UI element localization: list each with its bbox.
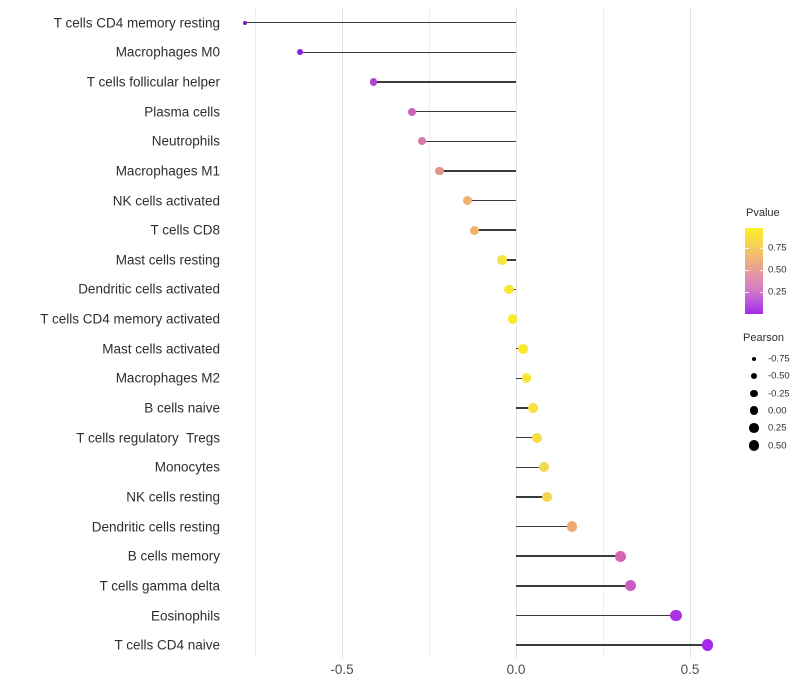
- lollipop-stem: [439, 170, 516, 172]
- lollipop-stem: [373, 81, 516, 83]
- lollipop-dot: [518, 343, 528, 354]
- x-axis-tick-label: 0.0: [506, 662, 526, 677]
- y-axis-label: T cells CD4 naive: [114, 637, 220, 653]
- colorbar-tick: [745, 248, 749, 250]
- size-legend-dot: [748, 440, 760, 451]
- size-legend-dot: [749, 406, 759, 416]
- colorbar-tick: [759, 248, 763, 250]
- y-axis-label: Monocytes: [154, 459, 220, 475]
- gridline-major: [516, 8, 517, 658]
- y-axis-label: T cells gamma delta: [99, 578, 220, 594]
- lollipop-stem: [244, 21, 516, 24]
- pvalue-legend-title: Pvalue: [746, 207, 780, 219]
- lollipop-stem: [502, 259, 516, 261]
- lollipop-dot: [297, 49, 304, 56]
- colorbar-tick: [759, 270, 763, 272]
- y-axis-label: Macrophages M1: [115, 163, 220, 179]
- lollipop-dot: [507, 314, 518, 324]
- lollipop-dot: [504, 284, 514, 295]
- y-axis-label: T cells CD8: [150, 222, 220, 238]
- y-axis-label: T cells follicular helper: [86, 74, 220, 90]
- colorbar-tick-label: 0.25: [768, 286, 787, 298]
- size-legend-label: -0.50: [768, 370, 790, 382]
- y-axis-label: Mast cells resting: [115, 252, 220, 268]
- y-axis-label: T cells CD4 memory activated: [40, 311, 220, 327]
- lollipop-dot: [407, 107, 416, 116]
- lollipop-stem: [516, 466, 544, 469]
- lollipop-stem: [467, 199, 516, 202]
- lollipop-dot: [614, 550, 626, 562]
- y-axis-label: Macrophages M2: [115, 370, 220, 386]
- gridline-minor: [603, 8, 604, 658]
- lollipop-stem: [516, 436, 537, 439]
- lollipop-stem: [516, 525, 572, 528]
- y-axis-label: B cells naive: [144, 400, 220, 416]
- lollipop-dot: [462, 196, 472, 206]
- y-axis-label: Neutrophils: [151, 133, 220, 149]
- lollipop-stem: [516, 555, 621, 557]
- size-legend-label: 0.50: [768, 440, 787, 451]
- lollipop-stem: [516, 614, 677, 617]
- lollipop-dot: [531, 432, 542, 443]
- lollipop-stem: [411, 110, 516, 113]
- lollipop-dot: [242, 20, 247, 25]
- y-axis-label: NK cells resting: [126, 489, 220, 505]
- gridline-minor: [255, 8, 256, 658]
- lollipop-dot: [521, 373, 532, 384]
- lollipop-dot: [625, 580, 637, 592]
- size-legend-dot: [749, 423, 759, 434]
- colorbar-tick-label: 0.75: [768, 242, 787, 254]
- size-legend-label: 0.00: [768, 405, 787, 417]
- lollipop-stem: [516, 407, 534, 409]
- lollipop-dot: [369, 78, 378, 86]
- lollipop-stem: [300, 51, 516, 54]
- size-legend-dot: [750, 373, 758, 380]
- y-axis-label: Mast cells activated: [102, 341, 220, 357]
- size-legend-label: -0.25: [768, 388, 790, 400]
- lollipop-stem: [516, 644, 708, 646]
- y-axis-label: NK cells activated: [112, 193, 220, 209]
- pearson-legend-title: Pearson: [743, 332, 784, 344]
- colorbar-tick: [759, 292, 763, 294]
- lollipop-dot: [528, 403, 539, 413]
- y-axis-label: T cells CD4 memory resting: [53, 15, 220, 31]
- lollipop-stem: [516, 377, 527, 380]
- gridline-major: [690, 8, 691, 658]
- size-legend-label: -0.75: [768, 353, 790, 365]
- lollipop-dot: [670, 609, 682, 622]
- pvalue-colorbar: [745, 228, 763, 314]
- lollipop-stem: [516, 496, 548, 498]
- y-axis-label: Dendritic cells activated: [78, 281, 220, 297]
- size-legend-dot: [751, 356, 757, 362]
- lollipop-dot: [417, 137, 427, 146]
- x-axis-tick-label: 0.5: [680, 662, 700, 677]
- y-axis-label: B cells memory: [127, 548, 220, 564]
- size-legend-label: 0.25: [768, 422, 787, 434]
- lollipop-dot: [469, 225, 479, 235]
- colorbar-tick-label: 0.50: [768, 264, 787, 276]
- lollipop-dot: [542, 491, 553, 502]
- lollipop-stem: [422, 140, 516, 142]
- lollipop-dot: [701, 639, 714, 651]
- y-axis-label: Eosinophils: [150, 608, 220, 623]
- y-axis-label: T cells regulatory Tregs: [76, 430, 220, 446]
- gridline-major: [342, 8, 343, 658]
- y-axis-label: Plasma cells: [144, 104, 220, 120]
- colorbar-tick: [745, 270, 749, 272]
- x-axis-tick-label: -0.5: [330, 662, 354, 677]
- gridline-minor: [429, 8, 430, 658]
- y-axis-label: Dendritic cells resting: [91, 519, 220, 535]
- lollipop-dot: [566, 521, 577, 532]
- lollipop-dot: [538, 462, 549, 473]
- y-axis-label: Macrophages M0: [115, 44, 220, 60]
- size-legend-dot: [750, 389, 758, 398]
- lollipop-dot: [435, 166, 444, 176]
- colorbar-tick: [745, 292, 749, 294]
- lollipop-dot: [497, 255, 507, 265]
- lollipop-stem: [516, 585, 631, 587]
- lollipop-stem: [474, 229, 516, 231]
